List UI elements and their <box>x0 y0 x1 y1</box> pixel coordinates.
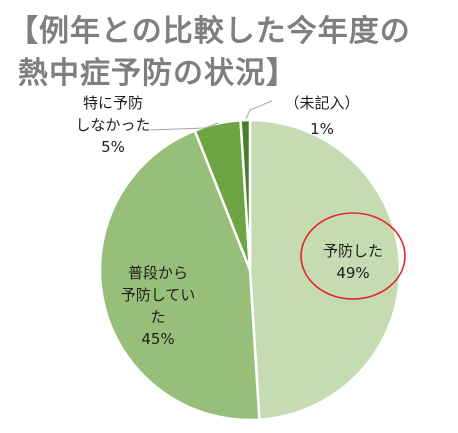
chart-title-line-1: 【例年との比較した今年度の <box>8 14 411 49</box>
label-mikinyu-value: 1% <box>310 120 334 138</box>
leader-line-mikinyu <box>245 100 273 120</box>
label-mikinyu-name: （未記入） <box>284 94 360 112</box>
label-fudan-kara-value: 45% <box>141 330 175 348</box>
pie-slices <box>98 118 402 422</box>
highlight-circle <box>300 212 406 300</box>
label-fudan-kara-name-1: 普段から <box>127 264 188 282</box>
label-yobou-shita: 予防した 49% <box>308 240 398 284</box>
leader-line-tokuni <box>149 122 219 131</box>
label-yobou-shita-value: 49% <box>336 264 370 282</box>
leader-lines <box>149 100 273 131</box>
label-tokuni-name-2: しなかった <box>75 116 151 134</box>
label-mikinyu: （未記入） 1% <box>272 92 372 140</box>
label-tokuni-value: 5% <box>101 138 125 156</box>
label-yobou-shita-name: 予防した <box>322 242 383 260</box>
label-fudan-kara-name-3: た <box>150 308 166 326</box>
label-tokuni: 特に予防 しなかった 5% <box>58 92 168 158</box>
pie-slice-1 <box>98 128 261 422</box>
pie-slice-0 <box>248 118 402 422</box>
chart-title-line-2: 熱中症予防の状況】 <box>18 56 297 91</box>
label-tokuni-name-1: 特に予防 <box>82 94 143 112</box>
pie-slice-3 <box>239 118 252 271</box>
label-fudan-kara: 普段から 予防してい た 45% <box>103 262 213 350</box>
label-fudan-kara-name-2: 予防してい <box>120 286 196 304</box>
